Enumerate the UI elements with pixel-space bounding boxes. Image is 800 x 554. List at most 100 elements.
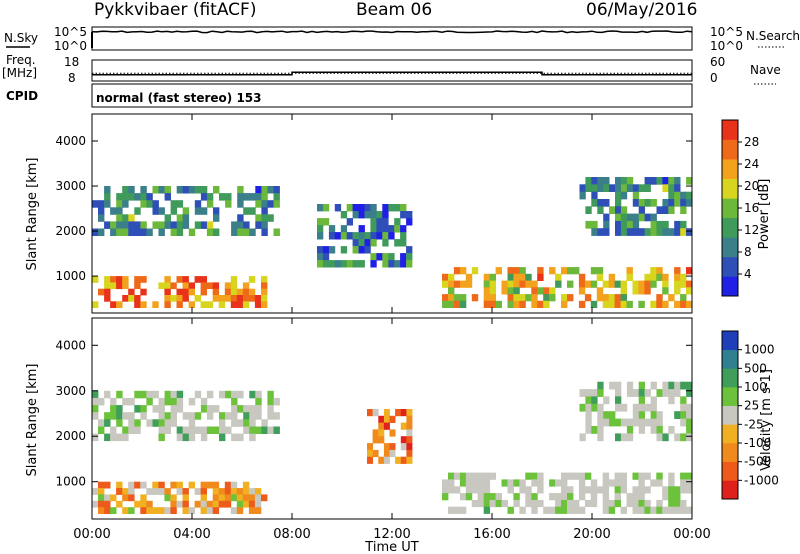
heatmap-cell-0-4 — [585, 184, 592, 192]
heatmap-cell-0-0 — [164, 221, 171, 229]
heatmap-cell-1-1 — [170, 500, 177, 508]
heatmap-cell-0-4 — [638, 199, 645, 207]
heatmap-cell-1-3 — [578, 472, 586, 480]
heatmap-cell-1-4 — [656, 389, 663, 397]
heatmap-cell-1-3 — [477, 499, 485, 508]
heatmap-cell-0-3 — [656, 300, 663, 308]
heatmap-cell-0-3 — [442, 294, 449, 302]
heatmap-cell-1-3 — [662, 486, 669, 494]
heatmap-cell-1-3 — [686, 479, 693, 487]
colorbar-swatch-1-1 — [722, 461, 738, 481]
heatmap-cell-1-0 — [273, 412, 280, 420]
heatmap-cell-1-3 — [531, 472, 538, 480]
heatmap-cell-1-1 — [200, 481, 207, 489]
heatmap-cell-0-0 — [249, 228, 256, 236]
heatmap-cell-1-3 — [650, 479, 657, 487]
heatmap-cell-0-4 — [597, 184, 604, 192]
xaxis-title: Time UT — [364, 540, 418, 554]
heatmap-cell-1-2 — [367, 449, 373, 458]
heatmap-cell-1-0 — [267, 426, 274, 434]
heatmap-cell-1-2 — [389, 415, 396, 423]
heatmap-cell-0-0 — [146, 200, 153, 208]
heatmap-cell-0-2 — [358, 239, 365, 247]
heatmap-cell-1-1 — [98, 507, 105, 514]
heatmap-cell-0-0 — [140, 186, 147, 194]
heatmap-cell-0-0 — [104, 186, 111, 194]
heatmap-cell-0-4 — [638, 228, 645, 236]
colorbar-label-1-4: -25 — [744, 417, 764, 431]
heatmap-cell-0-0 — [122, 228, 129, 236]
heatmap-cell-0-1 — [170, 282, 177, 290]
heatmap-cell-0-1 — [188, 282, 195, 290]
heatmap-cell-0-0 — [128, 193, 135, 201]
heatmap-cell-1-3 — [465, 472, 473, 480]
heatmap-cell-0-4 — [650, 228, 657, 236]
heatmap-cell-0-1 — [248, 276, 256, 283]
heatmap-cell-0-4 — [680, 228, 687, 236]
heatmap-cell-1-4 — [680, 411, 687, 419]
heatmap-cell-0-1 — [152, 301, 159, 308]
colorbar-label-1-1: 500 — [744, 361, 767, 375]
heatmap-cell-0-0 — [116, 193, 123, 201]
heatmap-cell-0-0 — [255, 221, 262, 229]
heatmap-cell-0-4 — [626, 184, 634, 192]
heatmap-cell-1-0 — [255, 405, 262, 413]
heatmap-cell-1-3 — [590, 479, 598, 487]
heatmap-cell-0-3 — [513, 300, 520, 308]
heatmap-cell-0-4 — [591, 220, 598, 229]
heatmap-cell-0-0 — [110, 228, 117, 236]
heatmap-cell-1-3 — [632, 499, 639, 508]
colorbar-swatch-0-3 — [722, 217, 738, 238]
heatmap-cell-1-4 — [680, 433, 687, 442]
heatmap-cell-1-1 — [194, 500, 201, 508]
heatmap-cell-1-3 — [448, 472, 455, 480]
heatmap-cell-0-3 — [513, 267, 520, 275]
heatmap-cell-0-3 — [620, 294, 627, 302]
heatmap-cell-1-0 — [110, 426, 117, 434]
ytick-label-1-1: 2000 — [55, 429, 86, 443]
heatmap-cell-0-1 — [261, 295, 268, 302]
heatmap-cell-1-0 — [188, 433, 196, 442]
heatmap-cell-1-3 — [620, 506, 627, 514]
heatmap-cell-1-0 — [104, 419, 111, 427]
heatmap-cell-0-2 — [400, 225, 407, 233]
heatmap-cell-0-3 — [584, 294, 592, 302]
heatmap-cell-0-4 — [603, 213, 610, 222]
heatmap-cell-0-4 — [680, 191, 687, 200]
heatmap-cell-1-0 — [134, 405, 141, 413]
nsky-tick-bottom: 10^0 — [54, 39, 87, 53]
heatmap-cell-1-3 — [453, 486, 461, 494]
heatmap-cell-0-3 — [489, 273, 496, 281]
heatmap-cell-0-4 — [686, 199, 693, 207]
heatmap-cell-0-1 — [230, 276, 238, 283]
heatmap-cell-1-4 — [656, 411, 663, 419]
velocity-ylabel: Slant Range [km] — [25, 364, 40, 477]
heatmap-cell-1-2 — [406, 456, 413, 464]
heatmap-cell-1-0 — [170, 397, 177, 406]
heatmap-cell-1-0 — [231, 397, 238, 406]
heatmap-cell-0-2 — [340, 246, 348, 254]
heatmap-cell-1-0 — [267, 412, 274, 420]
heatmap-cell-0-2 — [328, 246, 336, 254]
heatmap-cell-1-0 — [104, 390, 111, 399]
heatmap-cell-1-3 — [555, 499, 562, 508]
ytick-label-1-2: 3000 — [55, 384, 86, 398]
heatmap-cell-0-3 — [674, 300, 681, 308]
heatmap-cell-1-0 — [122, 412, 129, 420]
heatmap-cell-0-1 — [200, 282, 207, 290]
heatmap-cell-0-1 — [176, 288, 183, 296]
heatmap-cell-1-3 — [483, 472, 491, 480]
heatmap-cell-1-0 — [219, 412, 226, 420]
nsky-label: N.Sky — [4, 31, 38, 45]
heatmap-cell-1-0 — [249, 390, 256, 399]
heatmap-cell-1-2 — [406, 429, 413, 437]
heatmap-cell-0-3 — [543, 294, 550, 302]
heatmap-cell-0-1 — [164, 295, 171, 302]
heatmap-cell-0-3 — [537, 267, 544, 275]
heatmap-cell-1-0 — [92, 433, 99, 442]
heatmap-cell-1-4 — [585, 418, 592, 427]
heatmap-cell-1-1 — [230, 507, 238, 514]
heatmap-cell-0-2 — [370, 218, 377, 226]
heatmap-cell-0-4 — [632, 199, 640, 207]
heatmap-cell-0-4 — [609, 206, 616, 214]
